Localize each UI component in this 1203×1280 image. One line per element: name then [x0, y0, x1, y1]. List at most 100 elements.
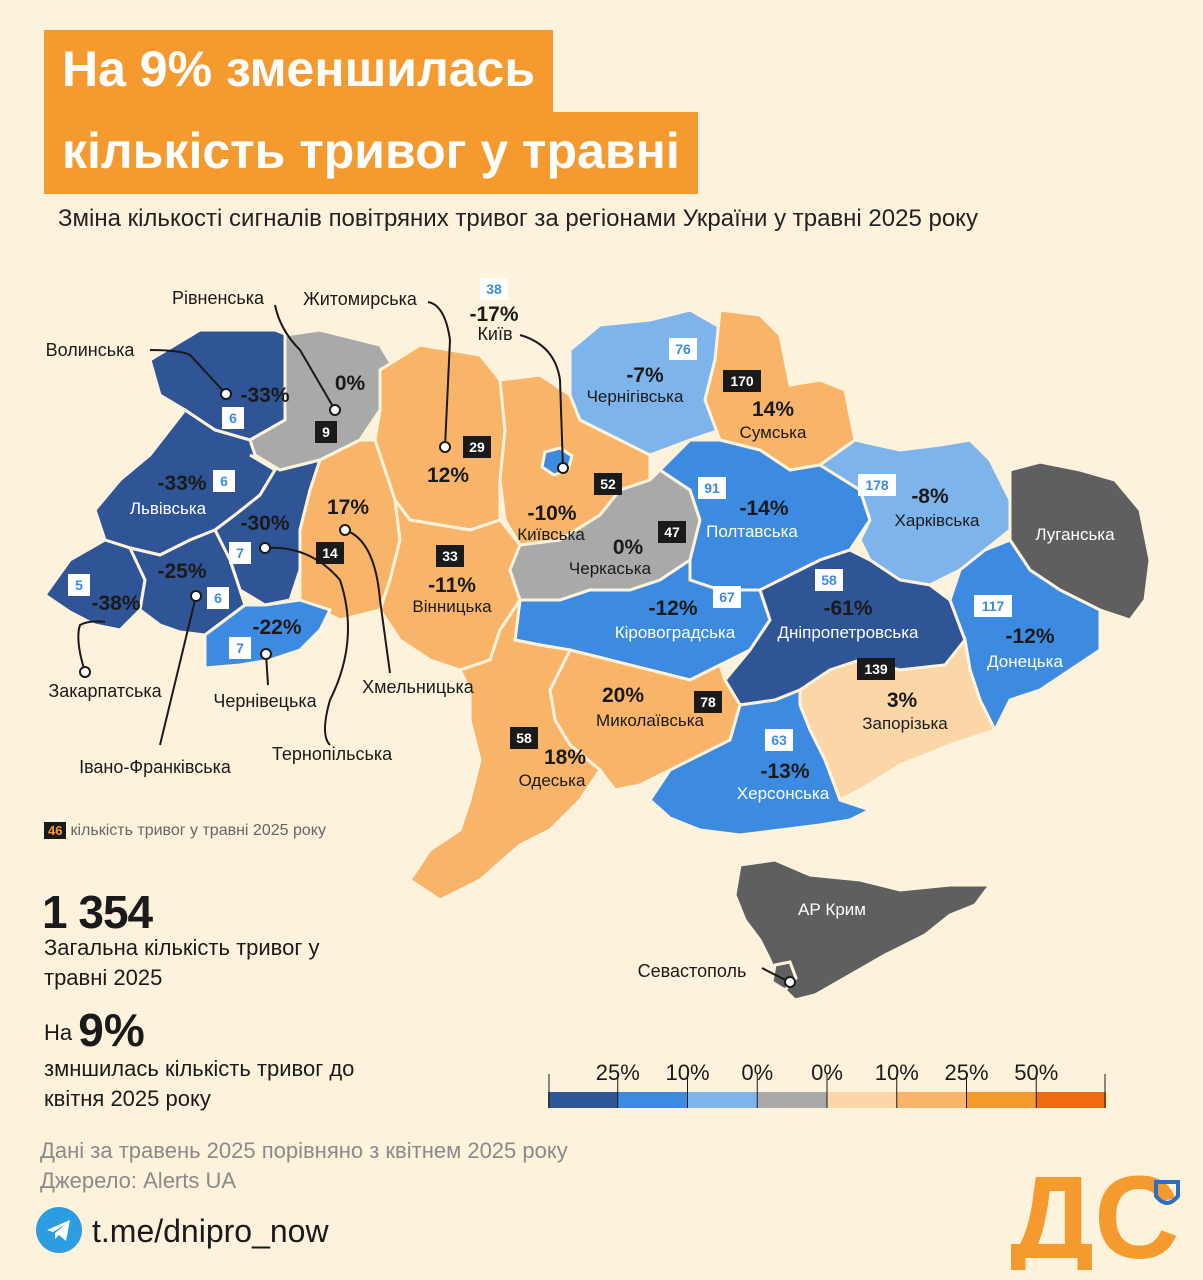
percent-description: змншилась кількість тривог до квітня 202… — [44, 1056, 355, 1111]
badge-kharkivska-text: 178 — [865, 477, 889, 493]
badge-chernihivska-text: 76 — [675, 341, 691, 357]
scale-segment-7 — [1036, 1092, 1106, 1108]
badge-khmelnytska-bg — [316, 542, 344, 564]
badge-zaporizka-text: 139 — [864, 661, 888, 677]
leader-ivanofrankivska — [159, 595, 197, 746]
badge-lvivska-text: 6 — [220, 473, 228, 489]
badge-ternopilska-bg — [229, 542, 251, 564]
leader-dot-zakarpatska — [79, 666, 91, 678]
pct-ivanofrankivska: -25% — [157, 560, 206, 583]
badge-ivanofrankivska: 6 — [207, 587, 229, 609]
pct-zhytomyrska: 12% — [427, 464, 469, 487]
name-khersonska: Херсонська — [737, 784, 830, 803]
logo-text: ДС — [1010, 1152, 1179, 1270]
badge-dnipropetrovska-text: 58 — [821, 572, 837, 588]
color-scale: 25% 10% 0% 0% 10% 25% 50% — [548, 1060, 1106, 1110]
ext-name-khmelnytska: Хмельницька — [362, 677, 475, 697]
badge-chernivetska: 7 — [229, 637, 251, 659]
pct-khersonska: -13% — [760, 760, 809, 783]
leader-dot-ivanofrankivska — [190, 590, 202, 602]
percent-headline: На 9% — [44, 1003, 145, 1057]
pct-donetska: -12% — [1005, 625, 1054, 648]
badge-ivanofrankivska-text: 6 — [214, 590, 222, 606]
leader-dot-rivnenska — [329, 404, 341, 416]
badge-poltavska-text: 91 — [704, 480, 720, 496]
name-donetska: Донецька — [987, 652, 1063, 671]
name-odeska: Одеська — [519, 771, 586, 790]
badge-rivnenska-bg — [315, 421, 337, 443]
leader-rivnenska — [274, 304, 336, 411]
pct-sumska: 14% — [752, 398, 794, 421]
telegram-link[interactable]: t.me/dnipro_now — [92, 1213, 329, 1249]
badge-vinnytska-text: 33 — [442, 548, 458, 564]
leader-zakarpatska — [77, 620, 106, 673]
badge-ternopilska-text: 7 — [236, 545, 244, 561]
badge-kyiv-text: 38 — [486, 281, 502, 297]
color-scale-ticks — [548, 1074, 1106, 1108]
badge-zhytomyrska-text: 29 — [469, 439, 485, 455]
badge-poltavska: 91 — [698, 477, 726, 499]
leaders-layer — [77, 301, 796, 988]
pct-dnipropetrovska: -61% — [823, 597, 872, 620]
pct-volynska: -33% — [240, 384, 289, 407]
badge-volynska-text: 6 — [229, 410, 237, 426]
badge-zakarpatska: 5 — [68, 574, 90, 596]
pct-cherkaska: 0% — [613, 536, 644, 559]
total-description: Загальна кількість тривог у травні 2025 — [44, 935, 320, 990]
name-luhanska: Луганська — [1035, 525, 1115, 544]
pct-chernihivska: -7% — [626, 364, 664, 387]
badge-mykolaivska: 78 — [694, 691, 722, 713]
badge-odeska: 58 — [510, 727, 538, 749]
badge-cherkaska: 47 — [658, 521, 686, 543]
badge-mykolaivska-bg — [694, 691, 722, 713]
leader-dot-khmelnytska — [339, 524, 351, 536]
pct-rivnenska: 0% — [335, 372, 366, 395]
badge-kharkivska-bg — [858, 474, 896, 496]
badge-rivnenska-text: 9 — [322, 424, 330, 440]
scale-segment-3 — [757, 1092, 827, 1108]
badge-dnipropetrovska-bg — [815, 569, 843, 591]
title-line-2: кількість тривог у травні — [44, 112, 698, 194]
badge-donetska-bg — [974, 595, 1012, 617]
badge-khersonska-bg — [765, 729, 793, 751]
scale-segment-1 — [617, 1092, 688, 1108]
leader-ternopilska — [264, 546, 349, 746]
name-kyivska: Київська — [517, 525, 585, 544]
count-legend-text: кількість тривог у травні 2025 року — [70, 822, 326, 839]
badge-chernihivska: 76 — [669, 338, 697, 360]
badge-chernivetska-text: 7 — [236, 640, 244, 656]
name-poltavska: Полтавська — [706, 522, 798, 541]
badge-sumska-text: 170 — [730, 373, 754, 389]
ext-name-ternopilska: Тернопільська — [272, 744, 393, 764]
telegram-icon[interactable] — [36, 1207, 82, 1253]
name-vinnytska: Вінницька — [412, 597, 492, 616]
name-zaporizka: Запорізька — [862, 714, 948, 733]
badge-kirovohradska: 67 — [713, 586, 741, 608]
badge-kyiv-bg — [480, 278, 508, 300]
leader-dot-zhytomyrska — [439, 441, 451, 453]
percent-value: 9% — [78, 1004, 145, 1056]
badge-mykolaivska-text: 78 — [700, 694, 716, 710]
name-chernihivska: Чернігівська — [587, 387, 684, 406]
leader-zhytomyrska — [427, 301, 452, 448]
pct-kyivska: -10% — [527, 502, 576, 525]
name-dnipropetrovska: Дніпропетровська — [777, 623, 919, 642]
badge-cherkaska-bg — [658, 521, 686, 543]
badge-zhytomyrska: 29 — [463, 436, 491, 458]
badge-kirovohradska-bg — [713, 586, 741, 608]
leader-kyiv — [519, 334, 564, 469]
ext-name-volynska: Волинська — [46, 340, 136, 360]
badge-kyivska-bg — [594, 473, 622, 495]
name-lvivska: Львівська — [130, 499, 207, 518]
badge-ivanofrankivska-bg — [207, 587, 229, 609]
scale-segment-2 — [687, 1092, 758, 1108]
badge-dnipropetrovska: 58 — [815, 569, 843, 591]
badge-khersonska-text: 63 — [771, 732, 787, 748]
leader-dot-ternopilska — [259, 542, 271, 554]
name-kharkivska: Харківська — [895, 511, 980, 530]
leader-dot-kyiv — [557, 462, 569, 474]
count-legend: 46 кількість тривог у травні 2025 року — [44, 822, 326, 840]
badge-donetska-text: 117 — [982, 598, 1005, 614]
leader-dot-volynska — [220, 388, 232, 400]
